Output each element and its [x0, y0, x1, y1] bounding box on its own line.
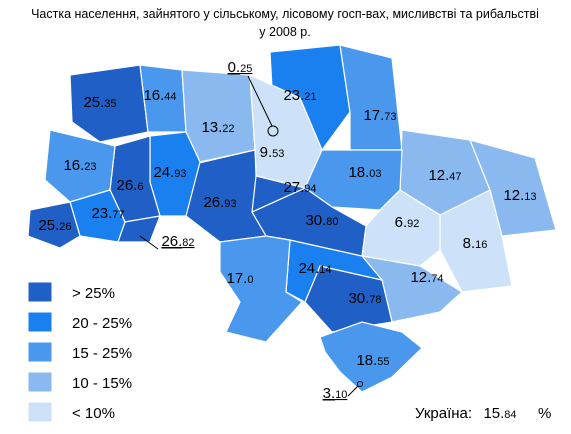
region-value: 3.10: [323, 385, 348, 402]
region-value: 12.74: [410, 269, 443, 286]
region-value: 25.35: [83, 94, 116, 111]
region-value: 12.13: [503, 187, 536, 204]
region-value: 6.92: [395, 214, 420, 231]
region-value: 27.94: [283, 179, 316, 196]
kyiv-city: [267, 125, 279, 137]
region: [319, 321, 423, 393]
region: [219, 235, 303, 343]
region-value: 15.84: [483, 405, 516, 422]
region-value: 12.47: [428, 167, 461, 184]
total-label: Україна:: [415, 405, 472, 422]
region-value: 16.23: [63, 157, 96, 174]
region-value: 26.6: [117, 177, 144, 194]
legend-label: > 25%: [72, 285, 115, 302]
region: [27, 201, 81, 249]
region-value: 17.0: [227, 270, 254, 287]
region-value: 8.16: [463, 235, 488, 252]
sevastopol: [357, 381, 363, 387]
region-value: 26.82: [161, 233, 194, 250]
region-value: 16.44: [143, 87, 176, 104]
region-value: 23.21: [283, 87, 316, 104]
region: [185, 149, 267, 243]
leader-line: [139, 235, 159, 250]
region-value: 23.77: [91, 205, 124, 222]
total-unit: %: [538, 405, 551, 422]
legend-label: 10 - 15%: [72, 375, 132, 392]
region: [339, 44, 403, 151]
leader-line: [247, 75, 273, 127]
region-value: 17.73: [363, 107, 396, 124]
region-value: 0.25: [228, 59, 253, 76]
region-value: 30.78: [348, 290, 381, 307]
region-value: 30.80: [305, 212, 338, 229]
region-value: 25.26: [38, 217, 71, 234]
region-value: 13.22: [201, 119, 234, 136]
legend-swatch: [27, 311, 53, 333]
region: [468, 139, 557, 237]
legend-swatch: [27, 371, 53, 393]
legend-swatch: [27, 341, 53, 363]
title: Частка населення, зайнятого у сільському…: [31, 7, 539, 21]
region-value: 18.55: [356, 352, 389, 369]
legend-label: < 10%: [72, 405, 115, 422]
leader-line: [347, 385, 359, 397]
region: [69, 64, 149, 143]
region: [117, 215, 161, 243]
title: у 2008 р.: [259, 25, 310, 39]
legend-swatch: [27, 401, 53, 423]
region-value: 9.53: [260, 144, 285, 161]
legend-label: 15 - 25%: [72, 345, 132, 362]
legend-label: 20 - 25%: [72, 315, 132, 332]
region-value: 18.03: [348, 164, 381, 181]
legend-swatch: [27, 281, 53, 303]
region-value: 24.14: [298, 260, 331, 277]
region-value: 26.93: [203, 194, 236, 211]
region-value: 24.93: [153, 164, 186, 181]
